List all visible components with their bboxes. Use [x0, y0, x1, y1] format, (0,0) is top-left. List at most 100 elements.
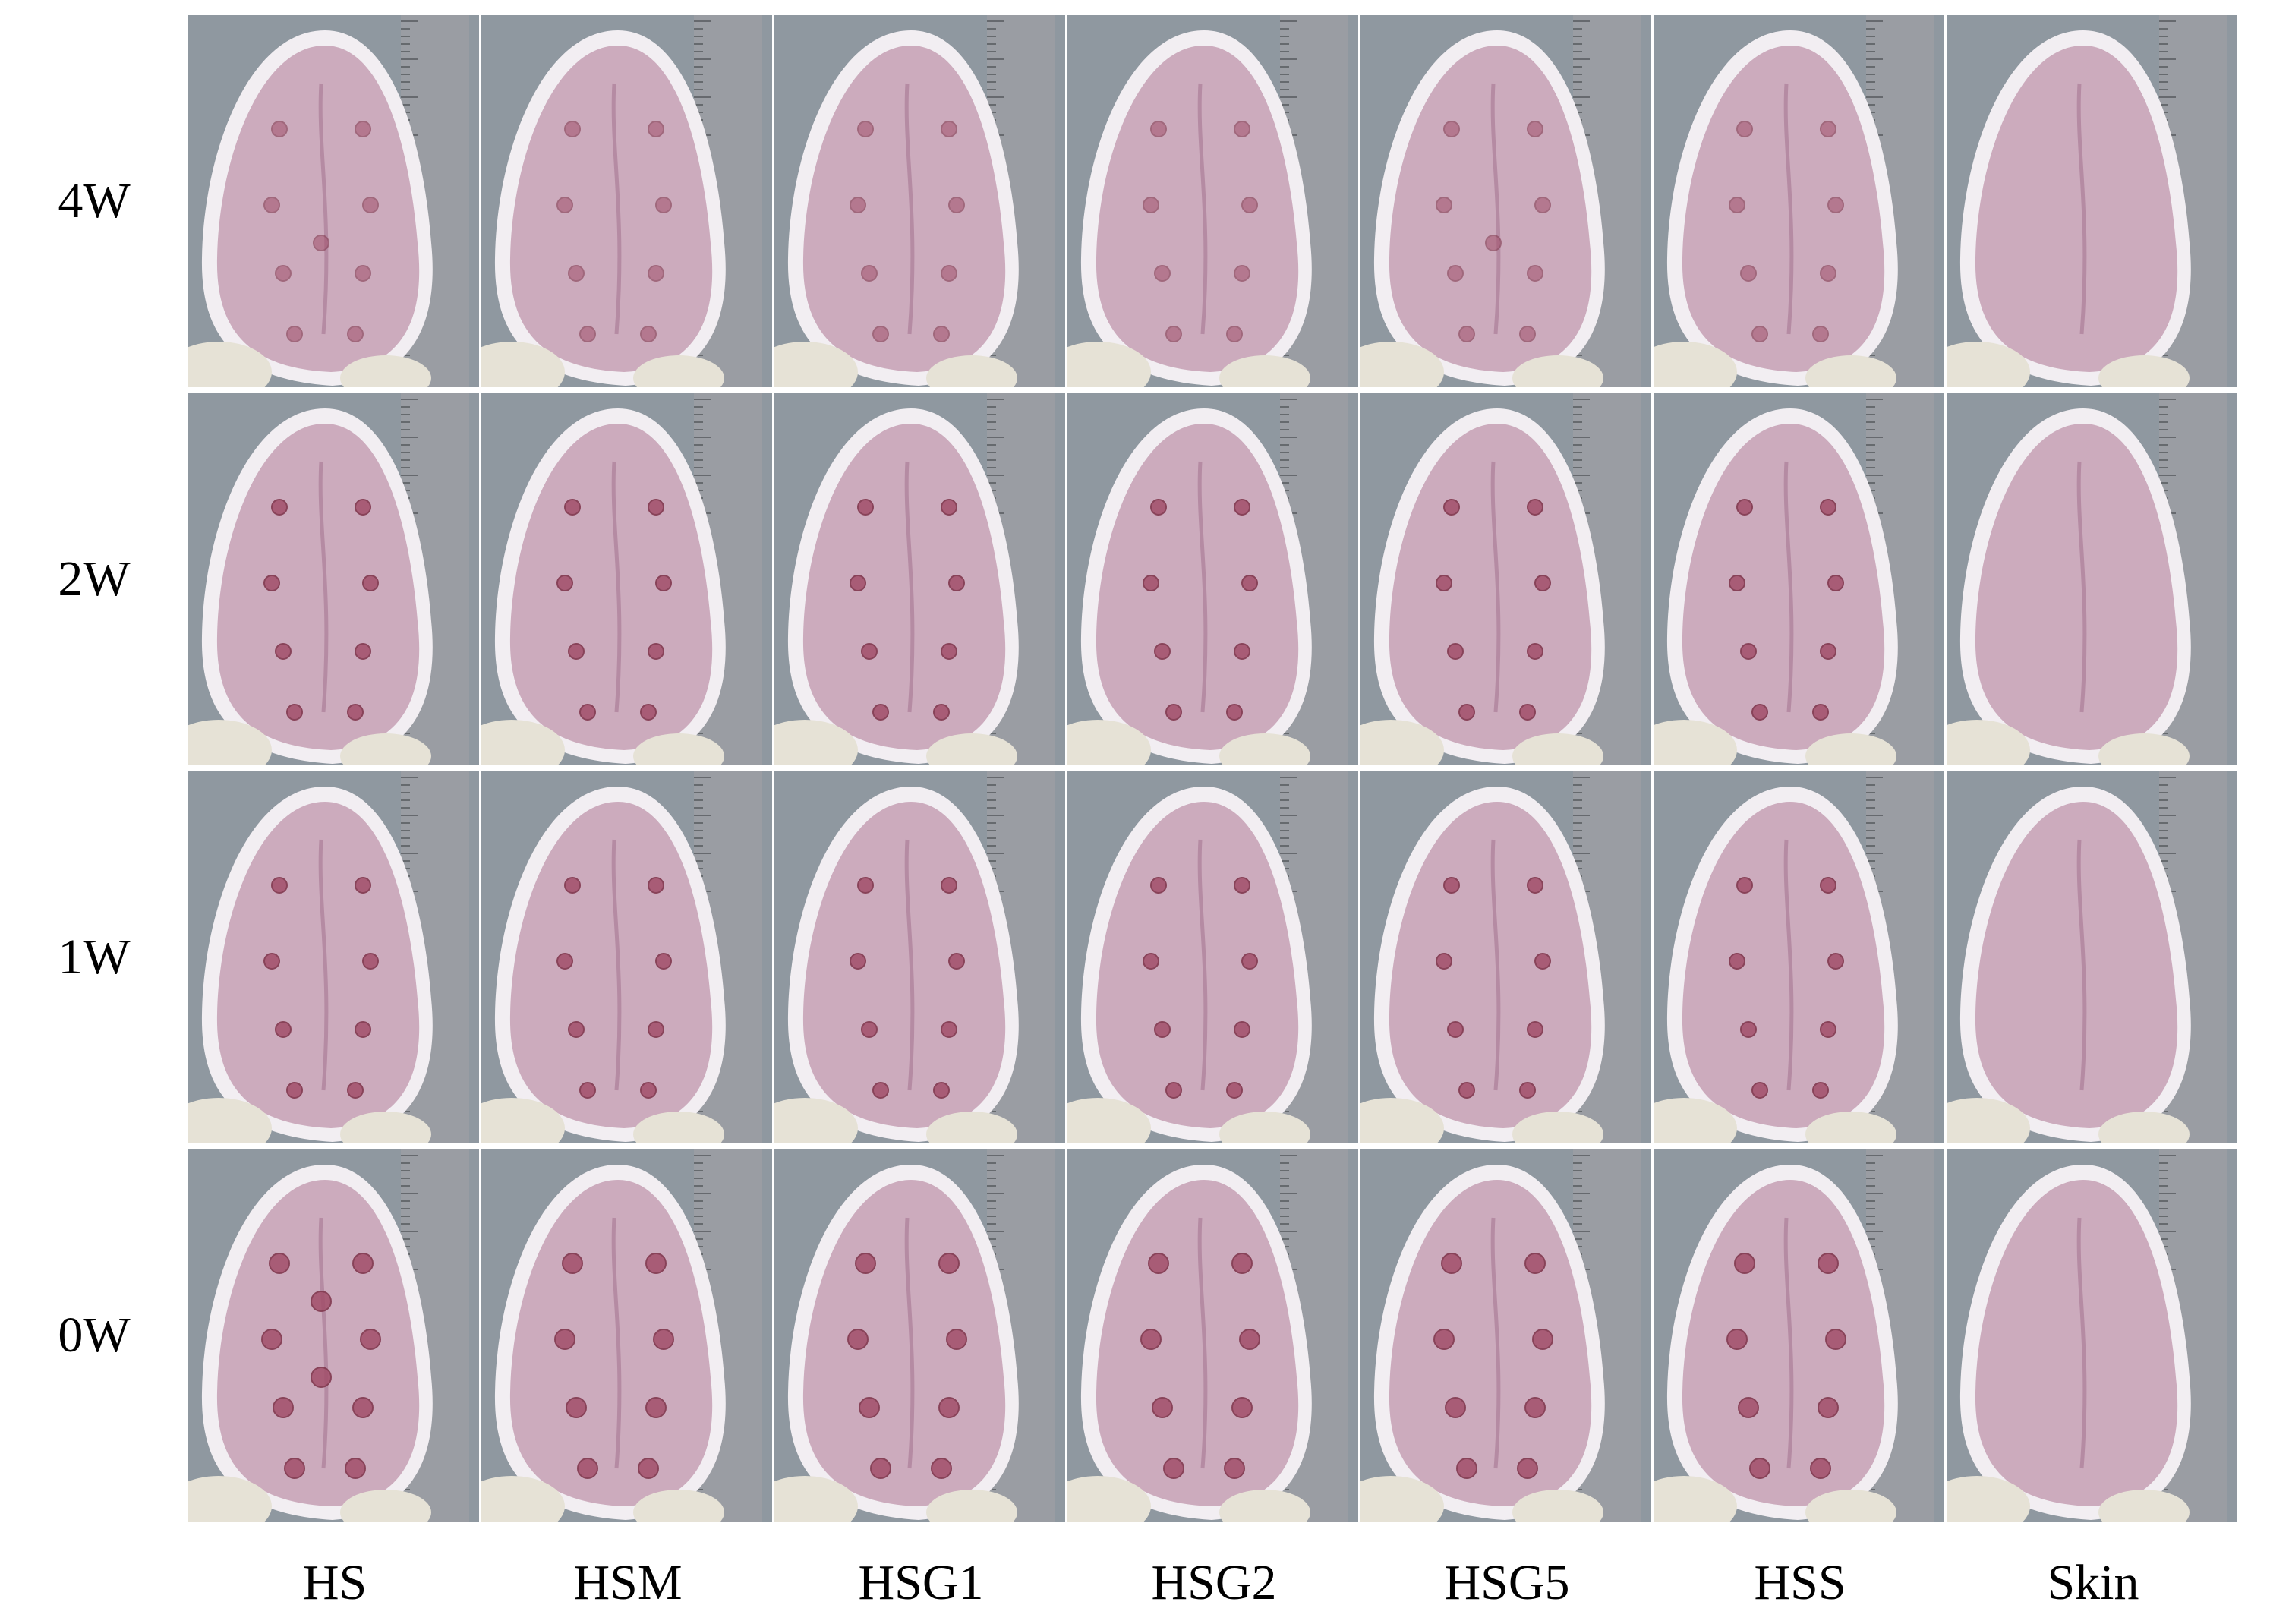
column-label-hs: HS: [302, 1555, 367, 1610]
glove-finger: [1512, 733, 1603, 765]
column-label-hsg5: HSG5: [1444, 1555, 1570, 1610]
ear-photo-svg: [481, 771, 772, 1143]
wound-mark: [1749, 1458, 1770, 1479]
wound-mark: [355, 499, 371, 516]
wound-mark: [645, 1253, 667, 1274]
wound-mark: [941, 499, 957, 516]
ear-skin: [1975, 802, 2178, 1128]
ear-photo-svg: [1067, 771, 1358, 1143]
wound-mark: [568, 643, 585, 660]
glove-finger: [1360, 342, 1444, 387]
wound-mark: [1226, 1082, 1243, 1099]
wound-mark: [1154, 265, 1171, 282]
ear-photo-svg: [774, 15, 1065, 387]
wound-mark: [941, 643, 957, 660]
ear-photo-svg: [1947, 1149, 2237, 1522]
ear-photo-svg: [188, 15, 479, 387]
wound-mark: [1224, 1458, 1245, 1479]
wound-mark: [1241, 197, 1258, 213]
wound-mark: [1527, 499, 1543, 516]
ear-photo-0w-hss: [1654, 1149, 1944, 1522]
wound-mark: [345, 1458, 366, 1479]
wound-mark: [861, 265, 878, 282]
wound-mark: [870, 1458, 891, 1479]
wound-mark: [855, 1253, 876, 1274]
wound-mark: [938, 1253, 960, 1274]
wound-mark: [1436, 953, 1452, 970]
glove-finger: [340, 1490, 431, 1522]
wound-mark: [564, 121, 581, 137]
wound-mark: [1820, 877, 1836, 894]
glove-finger: [1067, 720, 1151, 765]
wound-mark: [1519, 326, 1536, 342]
wound-mark: [564, 499, 581, 516]
wound-mark: [1231, 1253, 1253, 1274]
wound-mark: [859, 1397, 880, 1418]
wound-mark: [850, 953, 866, 970]
ear-photo-1w-hsg5: [1360, 771, 1651, 1143]
wound-mark: [1239, 1329, 1260, 1350]
wound-mark: [1812, 704, 1829, 721]
ear-photo-svg: [1067, 393, 1358, 765]
wound-mark: [1736, 121, 1753, 137]
wound-mark: [352, 1253, 374, 1274]
wound-mark: [362, 575, 379, 591]
wound-mark: [1443, 499, 1460, 516]
wound-mark: [1527, 1021, 1543, 1038]
wound-mark: [872, 326, 889, 342]
wound-mark: [941, 877, 957, 894]
ear-vein: [1490, 1217, 1501, 1469]
wound-mark: [941, 121, 957, 137]
wound-mark: [1152, 1397, 1173, 1418]
glove-finger: [188, 1476, 272, 1522]
ear-photo-svg: [1067, 15, 1358, 387]
wound-mark: [1740, 643, 1757, 660]
wound-mark: [655, 575, 672, 591]
wound-mark: [1485, 235, 1502, 251]
wound-mark: [1234, 877, 1250, 894]
wound-mark: [284, 1458, 305, 1479]
wound-mark: [933, 326, 950, 342]
glove-finger: [1654, 1098, 1737, 1143]
wound-mark: [655, 197, 672, 213]
glove-finger: [2098, 733, 2190, 765]
ear-photo-svg: [1654, 1149, 1944, 1522]
wound-mark: [263, 953, 280, 970]
column-label-hsg1: HSG1: [858, 1555, 984, 1610]
wound-mark: [355, 1021, 371, 1038]
wound-mark: [347, 326, 364, 342]
wound-mark: [850, 575, 866, 591]
ear-photo-1w-hs: [188, 771, 479, 1143]
wound-mark: [933, 1082, 950, 1099]
glove-finger: [926, 733, 1017, 765]
ear-photo-1w-hsg1: [774, 771, 1065, 1143]
ear-vein: [611, 839, 622, 1091]
glove-finger: [1654, 342, 1737, 387]
wound-mark: [857, 499, 874, 516]
glove-finger: [1654, 1476, 1737, 1522]
ear-photo-4w-hs: [188, 15, 479, 387]
wound-mark: [562, 1253, 583, 1274]
ear-vein: [904, 83, 915, 335]
ear-photo-svg: [188, 393, 479, 765]
wound-mark: [1527, 121, 1543, 137]
wound-mark: [1443, 121, 1460, 137]
glove-finger: [481, 1476, 565, 1522]
glove-finger: [1512, 1112, 1603, 1143]
wound-mark: [568, 265, 585, 282]
column-label-hsm: HSM: [573, 1555, 683, 1610]
glove-finger: [1947, 1098, 2030, 1143]
wound-mark: [1726, 1329, 1748, 1350]
row-label-0w: 0W: [58, 1307, 131, 1363]
wound-mark: [347, 704, 364, 721]
glove-finger: [1947, 1476, 2030, 1522]
glove-finger: [1805, 1112, 1896, 1143]
ear-skin: [1975, 424, 2178, 750]
glove-finger: [481, 342, 565, 387]
wound-mark: [1527, 877, 1543, 894]
wound-mark: [271, 499, 288, 516]
wound-mark: [1825, 1329, 1846, 1350]
wound-mark: [579, 326, 596, 342]
wound-mark: [1812, 326, 1829, 342]
wound-mark: [355, 121, 371, 137]
